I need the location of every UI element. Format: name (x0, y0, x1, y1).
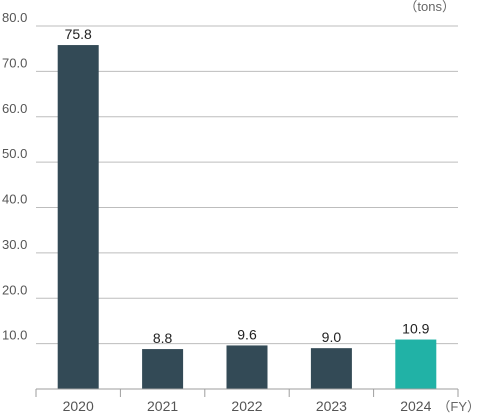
y-tick-label: 30.0 (2, 237, 27, 252)
y-tick-label: 50.0 (2, 146, 27, 161)
x-tick-label: 2021 (147, 398, 178, 413)
grid-lines (36, 25, 458, 345)
x-tick-label: 2023 (316, 398, 347, 413)
bar-value-label: 8.8 (153, 330, 173, 346)
y-tick-label: 10.0 (2, 328, 27, 343)
bar-2023 (310, 348, 352, 389)
bar-2022 (226, 345, 268, 389)
y-tick-label: 40.0 (2, 192, 27, 207)
y-tick-label: 20.0 (2, 282, 27, 297)
x-tick-label: 2024 (400, 398, 431, 413)
y-tick-label: 70.0 (2, 55, 27, 70)
bar-value-label: 75.8 (65, 26, 92, 42)
bar-2020 (57, 45, 99, 390)
x-axis: 2020 2021 2022 2023 2024 (35, 388, 459, 413)
x-tick-label: 2020 (63, 398, 94, 413)
bar-value-label: 9.0 (322, 329, 342, 345)
bars (57, 45, 437, 390)
bar-value-label: 9.6 (237, 326, 257, 342)
y-unit-label: （tons） (404, 0, 455, 14)
bar-value-label: 10.9 (402, 321, 429, 337)
bar-value-labels: 75.8 8.8 9.6 9.0 10.9 (65, 26, 430, 346)
bar-2024 (395, 339, 437, 389)
x-unit-label: （FY） (437, 399, 480, 413)
x-tick-label: 2022 (231, 398, 262, 413)
y-tick-label: 80.0 (2, 10, 27, 25)
y-tick-label: 60.0 (2, 101, 27, 116)
bar-2021 (142, 349, 184, 389)
y-axis-tick-labels: 10.0 20.0 30.0 40.0 50.0 60.0 70.0 80.0 (2, 10, 27, 343)
